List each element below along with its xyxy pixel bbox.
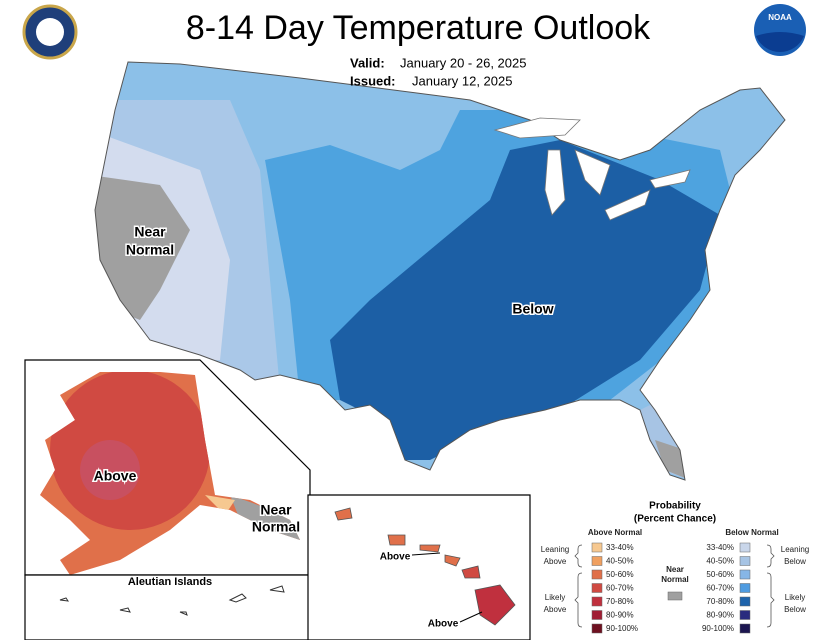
legend-bin-label: 40-50% xyxy=(706,557,734,566)
legend-swatch xyxy=(739,583,751,593)
legend-group: Leaning xyxy=(541,545,569,554)
great-lakes xyxy=(493,117,691,221)
legend-swatch xyxy=(591,542,603,553)
legend-group: Above xyxy=(544,605,567,614)
legend-swatch xyxy=(739,569,751,580)
legend-group: Above xyxy=(544,557,567,566)
issued-label: Issued: xyxy=(350,73,396,88)
legend-bin-label: 60-70% xyxy=(606,584,634,593)
legend-bin-label: 80-90% xyxy=(606,611,634,620)
legend-swatch xyxy=(739,623,751,634)
commerce-seal-center xyxy=(36,18,64,46)
legend-bin-label: 40-50% xyxy=(606,557,634,566)
legend-swatch xyxy=(739,596,751,607)
map-label: Normal xyxy=(252,519,300,535)
conus-outline xyxy=(94,61,786,481)
legend-swatch xyxy=(591,569,603,580)
legend-swatch xyxy=(591,556,603,566)
legend-heading: Near xyxy=(666,565,684,574)
legend-group: Below xyxy=(784,557,806,566)
legend-swatch xyxy=(739,610,751,620)
aleutian-inset xyxy=(24,574,311,640)
aleutian-label: Aleutian Islands xyxy=(128,576,212,588)
legend-title: Probability xyxy=(649,501,701,512)
legend-subtitle: (Percent Chance) xyxy=(634,514,716,525)
map-label: Above xyxy=(380,552,411,563)
map-label: Near xyxy=(134,224,166,240)
legend-bin-label: 90-100% xyxy=(606,624,638,633)
valid-value: January 20 - 26, 2025 xyxy=(400,55,526,70)
hawaii-inset xyxy=(307,494,531,640)
legend-swatch xyxy=(667,591,683,601)
map-label: Above xyxy=(428,619,459,630)
legend-swatch xyxy=(591,596,603,607)
legend-bin-label: 90-100% xyxy=(702,624,734,633)
legend-swatch xyxy=(739,542,751,553)
legend-bin-label: 80-90% xyxy=(706,611,734,620)
legend-bin-label: 60-70% xyxy=(706,584,734,593)
map-label: Normal xyxy=(126,242,174,258)
legend-swatch xyxy=(739,556,751,566)
noaa-logo-text: NOAA xyxy=(768,13,792,22)
valid-label: Valid: xyxy=(350,55,385,70)
legend-bin-label: 33-40% xyxy=(606,543,634,552)
legend-heading: Below Normal xyxy=(725,528,778,537)
aleutian-islands xyxy=(59,585,285,616)
issued-value: January 12, 2025 xyxy=(412,73,512,88)
legend-group: Likely xyxy=(545,593,565,602)
title: 8-14 Day Temperature Outlook xyxy=(186,9,651,47)
hawaii-leaders xyxy=(411,552,483,623)
legend-bin-label: 33-40% xyxy=(706,543,734,552)
legend-heading: Normal xyxy=(661,575,689,584)
map-label: Below xyxy=(512,301,553,317)
noaa-logo-wave xyxy=(756,32,804,53)
legend-bin-label: 50-60% xyxy=(706,570,734,579)
legend-swatch xyxy=(591,623,603,634)
legend-heading: Above Normal xyxy=(588,528,642,537)
hawaii-islands xyxy=(334,507,516,626)
legend-braces xyxy=(574,544,775,628)
legend-group: Likely xyxy=(785,593,805,602)
legend-bin-label: 50-60% xyxy=(606,570,634,579)
legend-swatch xyxy=(591,583,603,593)
legend-group: Below xyxy=(784,605,806,614)
map-label: Near xyxy=(260,502,292,518)
map-label: Above xyxy=(94,468,137,484)
legend: Probability (Percent Chance) Above Norma… xyxy=(541,501,809,634)
legend-bin-label: 70-80% xyxy=(606,597,634,606)
legend-group: Leaning xyxy=(781,545,809,554)
legend-swatch xyxy=(591,610,603,620)
legend-bin-label: 70-80% xyxy=(706,597,734,606)
